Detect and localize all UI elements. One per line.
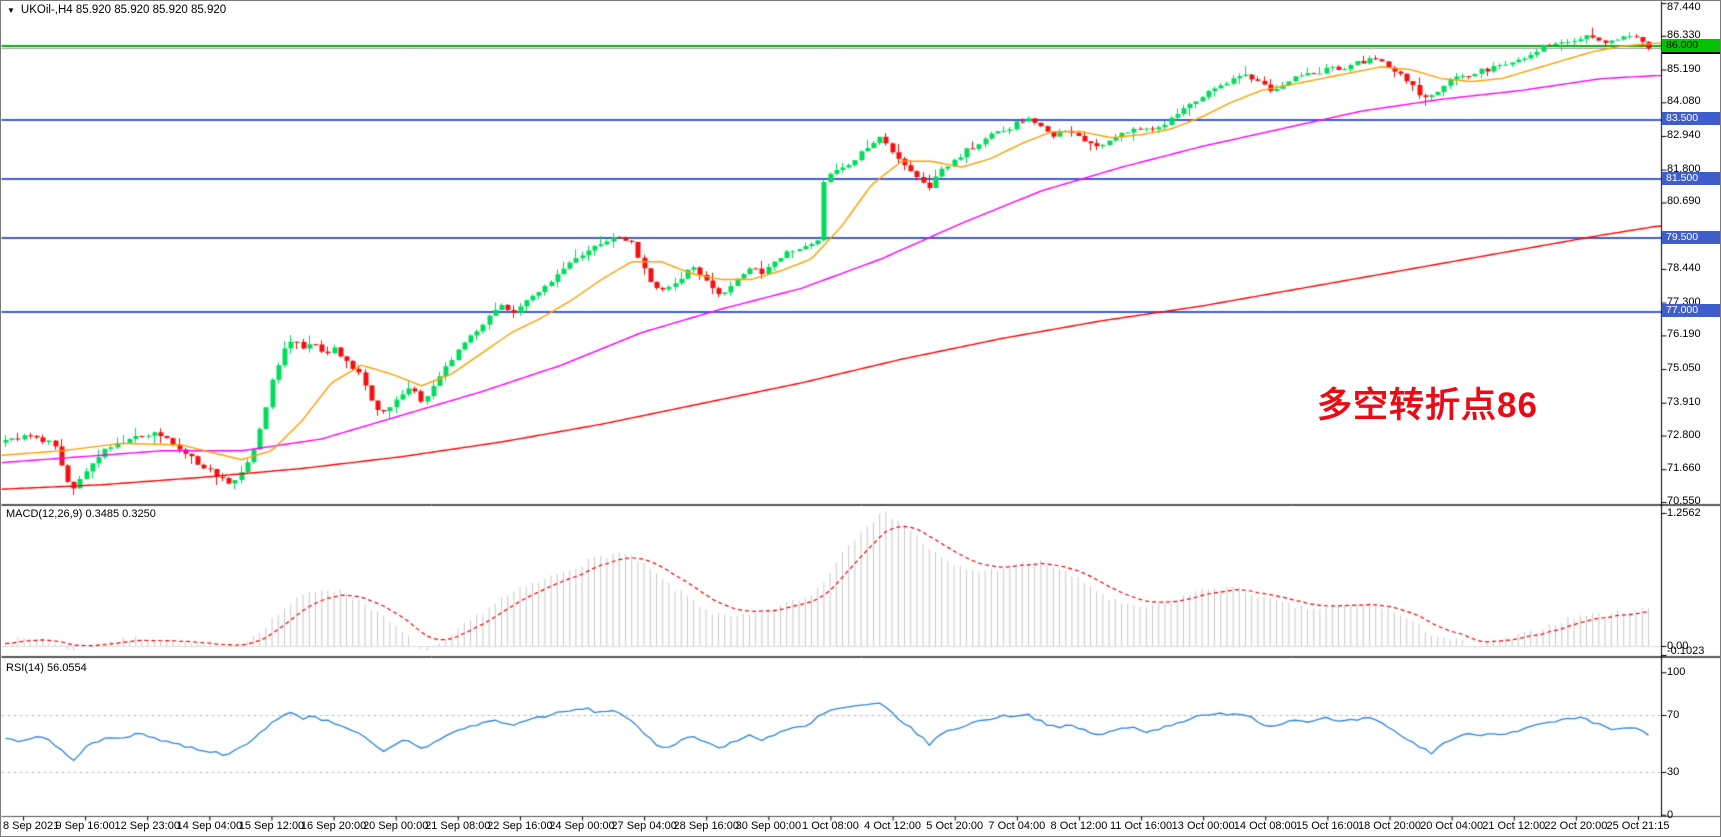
price-chart-canvas[interactable] <box>1 1 1720 836</box>
trading-chart-window: ▼ UKOil-,H4 85.920 85.920 85.920 85.920 … <box>0 0 1721 837</box>
